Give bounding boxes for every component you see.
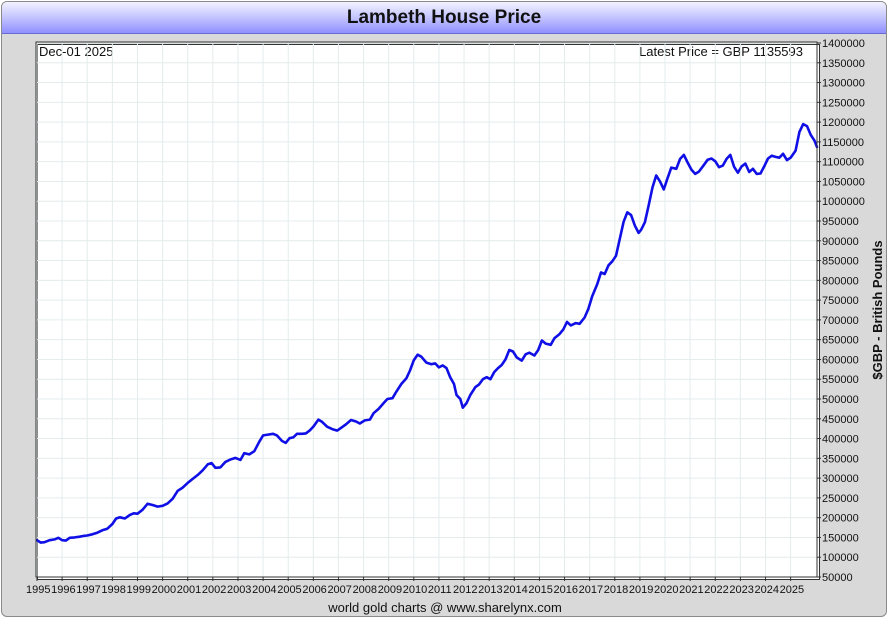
x-tick-label: 2025 — [780, 584, 804, 596]
y-tick-label: 950000 — [822, 216, 859, 228]
x-tick-label: 2016 — [554, 584, 578, 596]
y-tick-label: 1150000 — [822, 137, 864, 149]
x-tick-label: 2009 — [378, 584, 402, 596]
footer-credit: world gold charts @ www.sharelynx.com — [328, 600, 562, 615]
y-tick-label: 1400000 — [822, 38, 865, 50]
x-tick-label: 1995 — [26, 584, 50, 596]
y-tick-label: 1100000 — [822, 157, 864, 169]
y-tick-label: 50000 — [822, 572, 853, 584]
x-tick-label: 2004 — [252, 584, 276, 596]
x-tick-label: 2012 — [453, 584, 477, 596]
y-tick-label: 150000 — [822, 532, 859, 544]
y-tick-label: 750000 — [822, 295, 859, 307]
x-tick-label: 1997 — [76, 584, 100, 596]
title-bar: Lambeth House Price — [2, 2, 886, 34]
x-tick-label: 2023 — [729, 584, 753, 596]
y-tick-label: 1200000 — [822, 117, 865, 129]
y-tick-label: 100000 — [822, 552, 859, 564]
date-label: Dec-01 2025 — [39, 44, 114, 59]
x-tick-label: 2021 — [679, 584, 703, 596]
x-tick-label: 2007 — [327, 584, 351, 596]
y-axis-title: $GBP - British Pounds — [870, 240, 885, 379]
chart-title: Lambeth House Price — [346, 6, 542, 28]
y-tick-label: 800000 — [822, 275, 859, 287]
y-tick-label: 500000 — [822, 394, 859, 406]
x-tick-label: 1998 — [101, 584, 125, 596]
x-tick-label: 2015 — [528, 584, 552, 596]
y-tick-label: 400000 — [822, 434, 859, 446]
x-tick-label: 2010 — [403, 584, 427, 596]
x-tick-label: 1996 — [51, 584, 75, 596]
price-series-line — [35, 122, 819, 544]
y-tick-label: 350000 — [822, 453, 859, 465]
x-tick-label: 2024 — [755, 584, 779, 596]
y-tick-label: 300000 — [822, 473, 859, 485]
plot-border — [35, 41, 818, 578]
y-tick-label: 650000 — [822, 335, 859, 347]
y-tick-label: 1050000 — [822, 176, 865, 188]
x-tick-label: 2013 — [478, 584, 502, 596]
x-tick-label: 2003 — [227, 584, 251, 596]
y-tick-label: 200000 — [822, 513, 859, 525]
y-tick-label: 600000 — [822, 354, 859, 366]
x-tick-label: 2000 — [152, 584, 176, 596]
x-tick-label: 2022 — [704, 584, 728, 596]
y-tick-label: 900000 — [822, 236, 859, 248]
x-tick-label: 2018 — [604, 584, 628, 596]
y-tick-label: 1300000 — [822, 78, 865, 90]
x-tick-label: 2001 — [177, 584, 201, 596]
x-tick-label: 1999 — [126, 584, 150, 596]
y-tick-label: 1350000 — [822, 58, 865, 70]
x-tick-label: 2005 — [277, 584, 301, 596]
x-tick-label: 2006 — [302, 584, 326, 596]
y-tick-label: 550000 — [822, 374, 859, 386]
y-tick-label: 450000 — [822, 414, 859, 426]
y-tick-label: 1250000 — [822, 97, 865, 109]
x-tick-label: 2008 — [353, 584, 377, 596]
latest-price-label: Latest Price = GBP 1135593 — [639, 44, 803, 59]
x-tick-label: 2014 — [503, 584, 527, 596]
x-tick-label: 2002 — [202, 584, 226, 596]
x-tick-label: 2020 — [654, 584, 678, 596]
y-tick-label: 1000000 — [822, 196, 865, 208]
x-tick-label: 2011 — [428, 584, 452, 596]
y-tick-label: 250000 — [822, 493, 859, 505]
y-tick-label: 700000 — [822, 315, 859, 327]
plot-area — [37, 44, 820, 580]
x-tick-label: 2019 — [629, 584, 653, 596]
x-tick-label: 2017 — [579, 584, 603, 596]
y-tick-label: 850000 — [822, 256, 859, 268]
